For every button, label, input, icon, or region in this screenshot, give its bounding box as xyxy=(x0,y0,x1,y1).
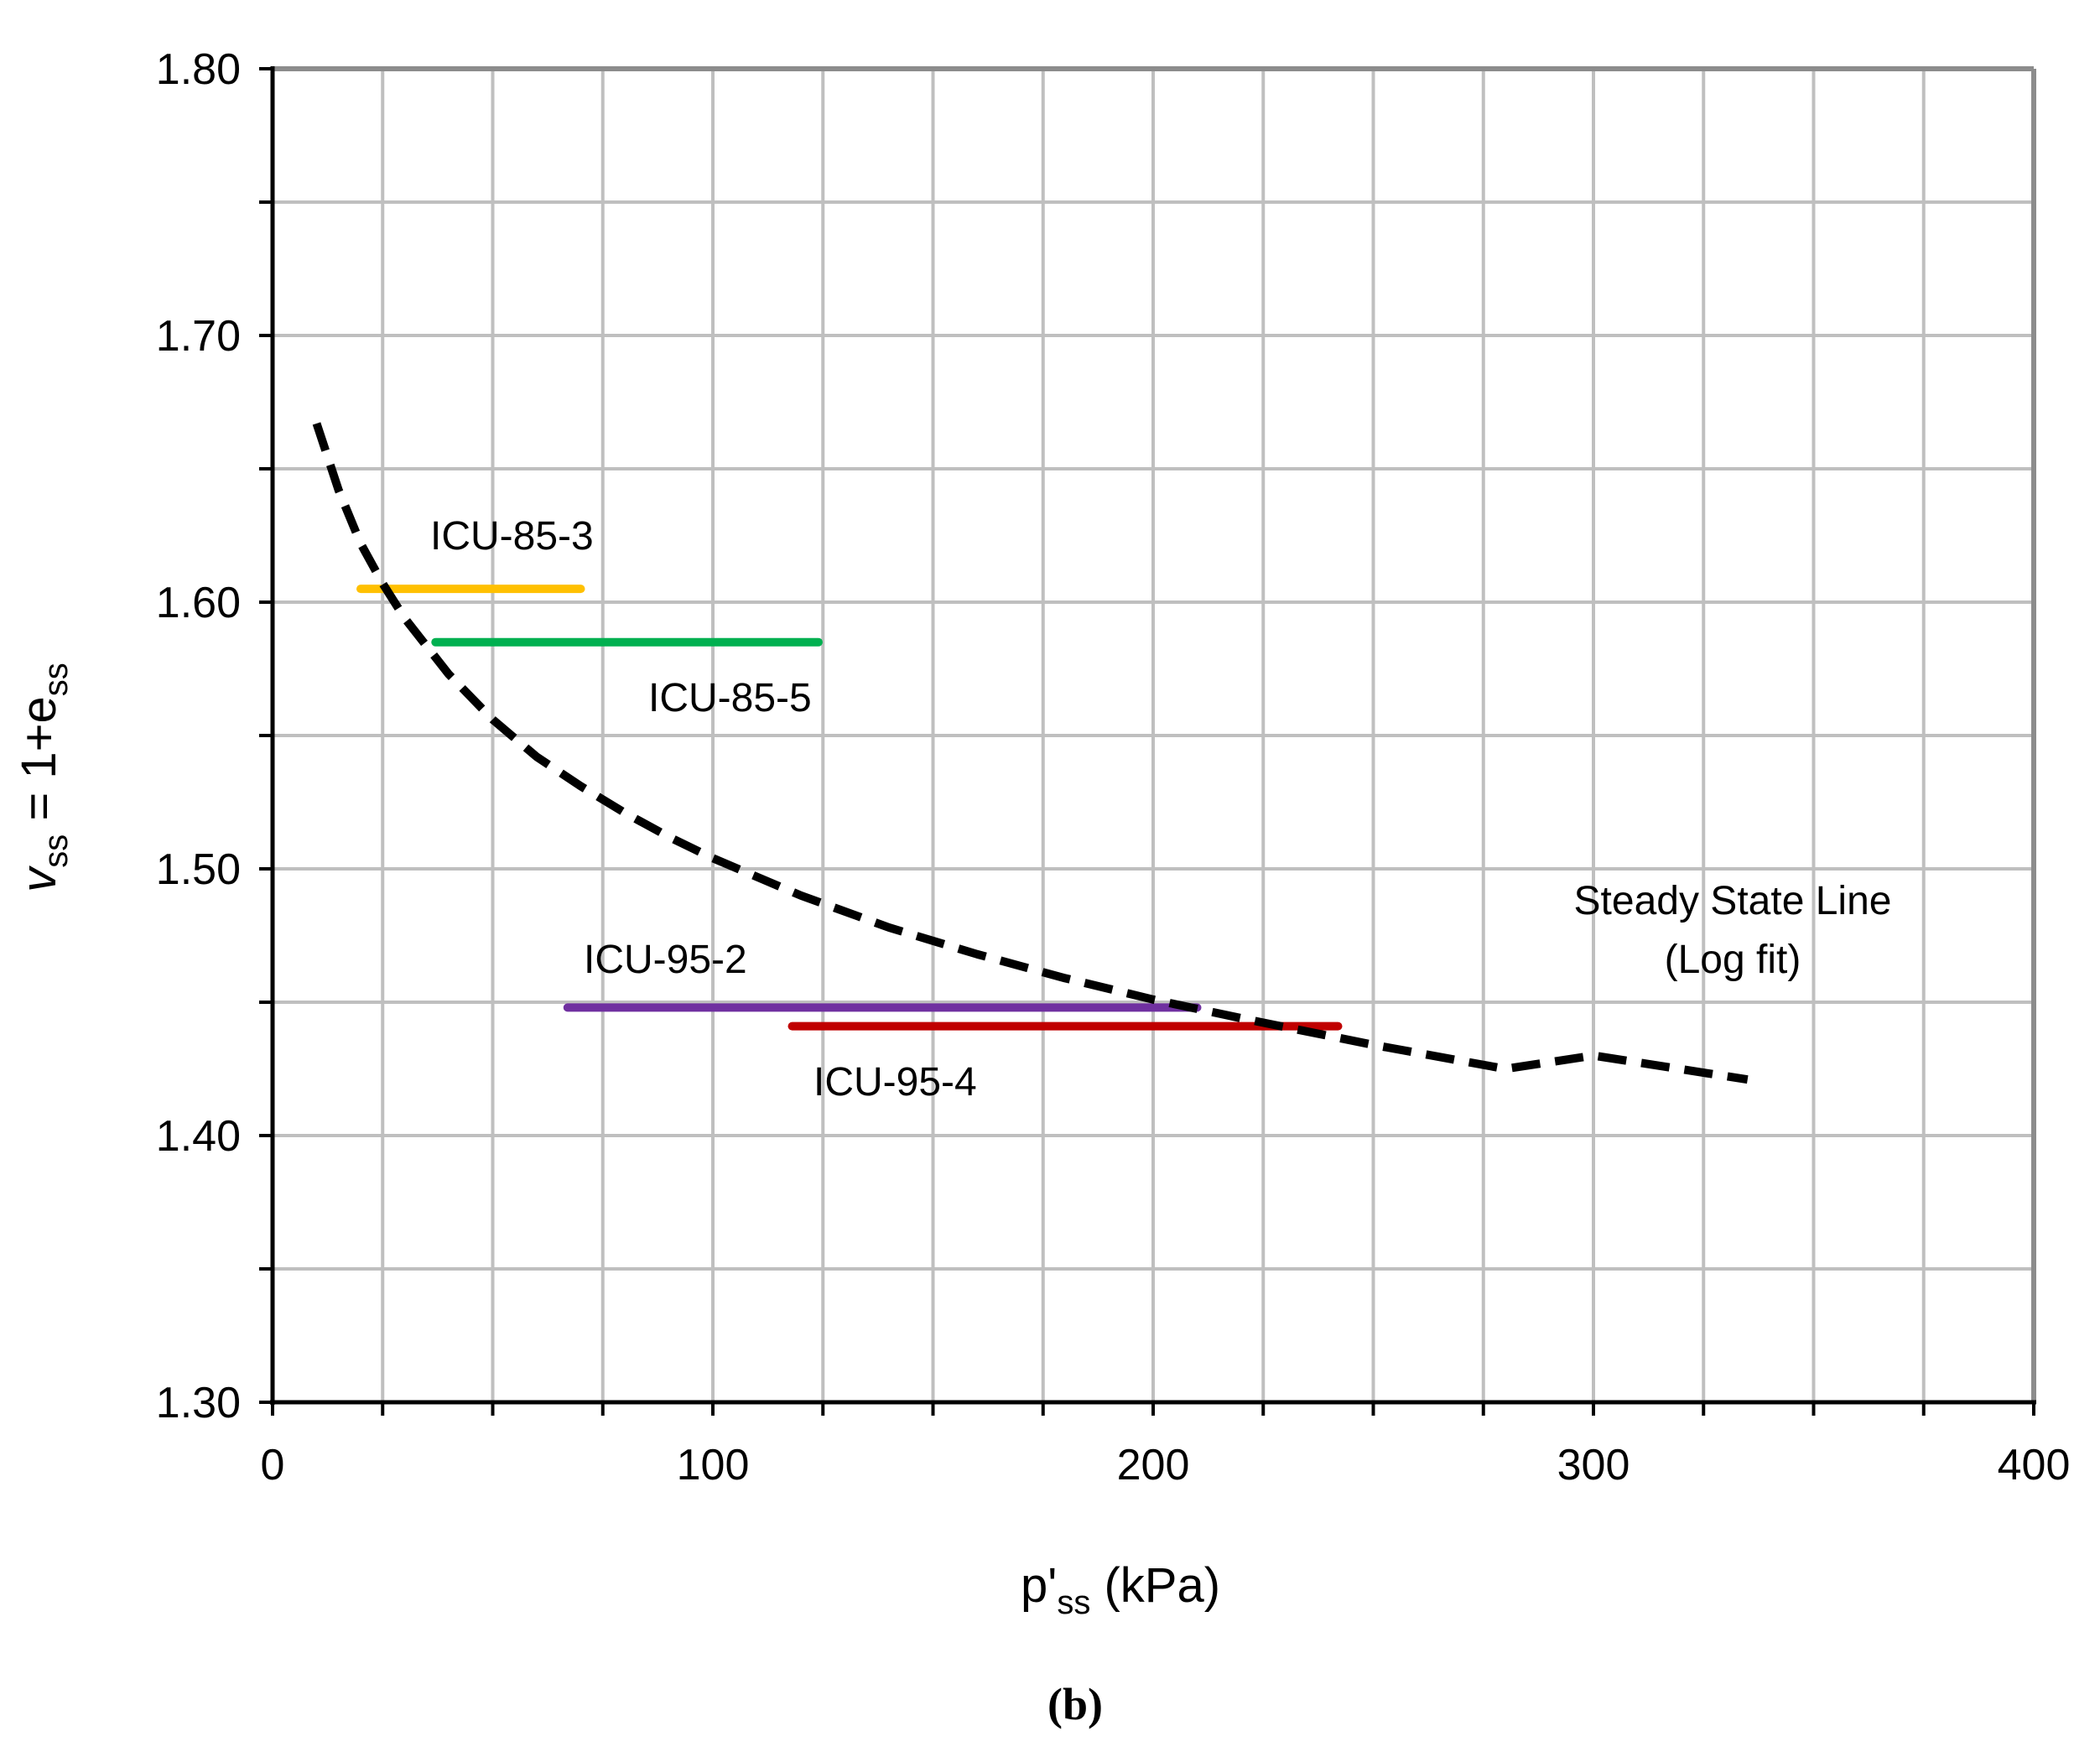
label-icu-85-3: ICU-85-3 xyxy=(430,514,594,559)
label-icu-95-2: ICU-95-2 xyxy=(584,938,747,982)
tick-marks xyxy=(259,67,2035,1416)
y-tick-label: 1.50 xyxy=(156,845,241,894)
x-tick-label: 100 xyxy=(677,1441,750,1489)
x-tick-label: 200 xyxy=(1117,1441,1190,1489)
label-icu-95-4: ICU-95-4 xyxy=(813,1060,977,1105)
ssl-label-line2: (Log fit) xyxy=(1665,938,1801,982)
label-icu-85-5: ICU-85-5 xyxy=(648,676,812,720)
steady-state-line-group xyxy=(312,422,1749,1084)
x-tick-label: 300 xyxy=(1557,1441,1630,1489)
x-tick-label: 400 xyxy=(1998,1441,2071,1489)
ssl-label-line1: Steady State Line xyxy=(1574,879,1892,923)
y-tick-label: 1.40 xyxy=(156,1112,241,1161)
series-group xyxy=(356,585,1343,1031)
grid xyxy=(273,69,2034,1402)
y-tick-label: 1.70 xyxy=(156,312,241,361)
tick-labels: 0 100 200 300 400 1.30 1.40 1.50 1.60 1.70 1.80 xyxy=(156,45,2071,1489)
steady-state-line xyxy=(312,422,1749,1084)
x-axis-title: p'ss (kPa) xyxy=(1021,1558,1220,1621)
y-axis-title: vss = 1+ess xyxy=(12,663,75,891)
y-tick-label: 1.30 xyxy=(156,1379,241,1427)
y-tick-label: 1.60 xyxy=(156,579,241,627)
y-tick-label: 1.80 xyxy=(156,45,241,94)
x-tick-label: 0 xyxy=(261,1441,285,1489)
figure-caption: (b) xyxy=(1047,1679,1103,1729)
